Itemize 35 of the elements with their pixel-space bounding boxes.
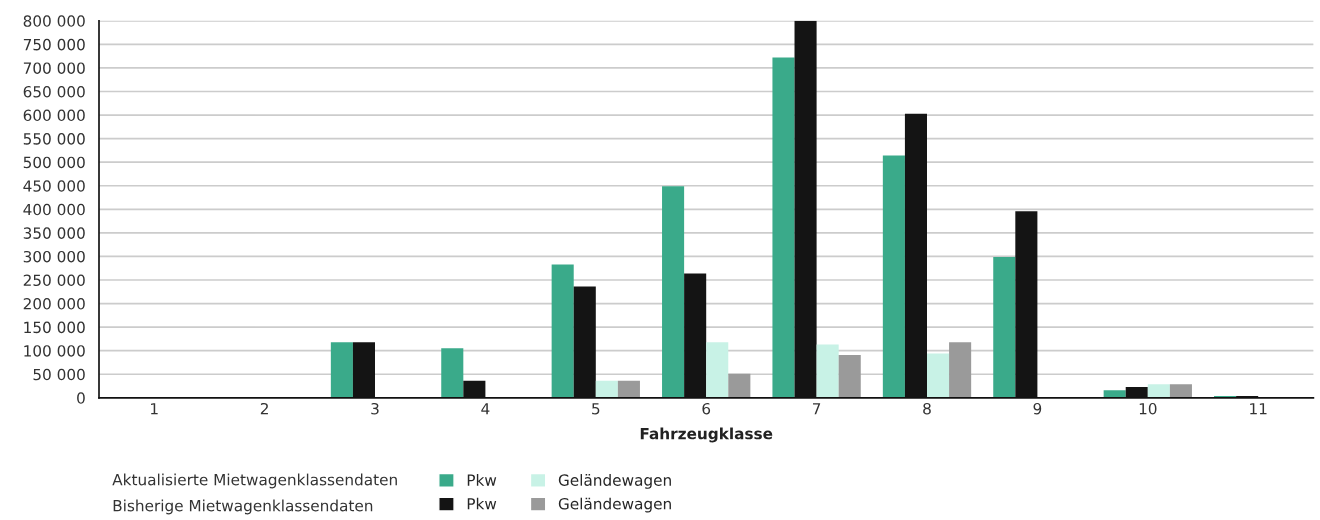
text: Aktualisierte Mietwagenklassendaten [112,473,397,489]
x-tick-label: 7 [812,403,821,415]
x-tick-label: 3 [371,402,379,415]
legend-label: Geländewagen [558,497,671,513]
y-tick-label: 50 000 [33,368,85,381]
text: Bisherige Mietwagenklassendaten [113,499,373,515]
legend-label: Pkw [467,474,497,486]
y-tick-label: 400 000 [23,203,85,216]
x-tick-label: 4 [481,403,490,415]
y-tick-label: 600 000 [23,109,85,122]
x-tick-label: 2 [260,402,268,415]
x-tick-label: 6 [702,402,711,415]
y-tick-label: 500 000 [23,156,85,169]
x-tick-label: 8 [923,402,931,415]
y-tick-label: 250 000 [23,274,85,287]
x-tick-label: 9 [1033,402,1042,415]
y-tick-label: 650 000 [23,85,85,98]
x-tick-label: 10 [1139,402,1157,415]
legend-label: Pkw [467,497,497,510]
y-tick-label: 450 000 [23,180,85,192]
y-tick-label: 0 [77,392,85,404]
legend-label: Geländewagen [558,474,671,489]
x-axis-title: Fahrzeugklasse [640,427,773,443]
x-tick-label: 5 [592,403,600,415]
y-tick-label: 100 000 [24,345,85,357]
x-tick-label: 11 [1250,403,1267,415]
y-tick-label: 200 000 [23,298,85,310]
y-tick-label: 550 000 [23,133,85,145]
y-tick-label: 350 000 [23,227,85,239]
y-tick-label: 700 000 [23,62,85,74]
y-tick-label: 150 000 [24,321,85,334]
x-tick-label: 1 [151,403,158,415]
y-tick-label: 750 000 [23,38,85,51]
y-tick-label: 300 000 [23,250,85,263]
y-tick-label: 800 000 [23,15,85,27]
